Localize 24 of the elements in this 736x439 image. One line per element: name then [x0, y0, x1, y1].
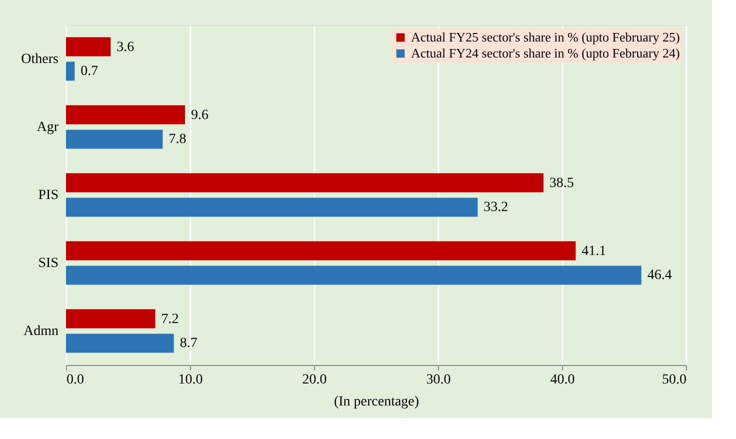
y-tick-label: PIS — [38, 188, 58, 203]
y-tick-label: Others — [21, 52, 58, 67]
legend-label: Actual FY24 sector's share in % (upto February 24) — [411, 46, 680, 60]
y-tick-label: Admn — [24, 324, 58, 339]
x-axis-title: (In percentage) — [334, 394, 420, 410]
data-label: 9.6 — [191, 108, 209, 123]
data-label: 46.4 — [647, 268, 672, 284]
y-tick-label: Agr — [36, 120, 59, 135]
data-label: 33.2 — [484, 200, 508, 216]
data-label: 3.6 — [116, 40, 134, 55]
data-label: 7.8 — [168, 132, 186, 148]
data-label: 8.7 — [180, 336, 198, 352]
y-tick-label: SIS — [38, 256, 58, 271]
data-label: 38.5 — [549, 176, 574, 191]
legend-label: Actual FY25 sector's share in % (upto February 25) — [411, 30, 680, 44]
x-tick-label: 40.0 — [550, 372, 575, 388]
x-tick-label: 30.0 — [426, 372, 451, 388]
data-label: 41.1 — [582, 244, 606, 259]
x-tick-label: 0.0 — [66, 372, 84, 388]
x-tick-label: 50.0 — [662, 372, 686, 388]
data-label: 7.2 — [161, 312, 179, 327]
data-label: 0.7 — [80, 64, 98, 80]
x-tick-label: 20.0 — [302, 372, 327, 388]
x-tick-label: 10.0 — [178, 372, 203, 388]
